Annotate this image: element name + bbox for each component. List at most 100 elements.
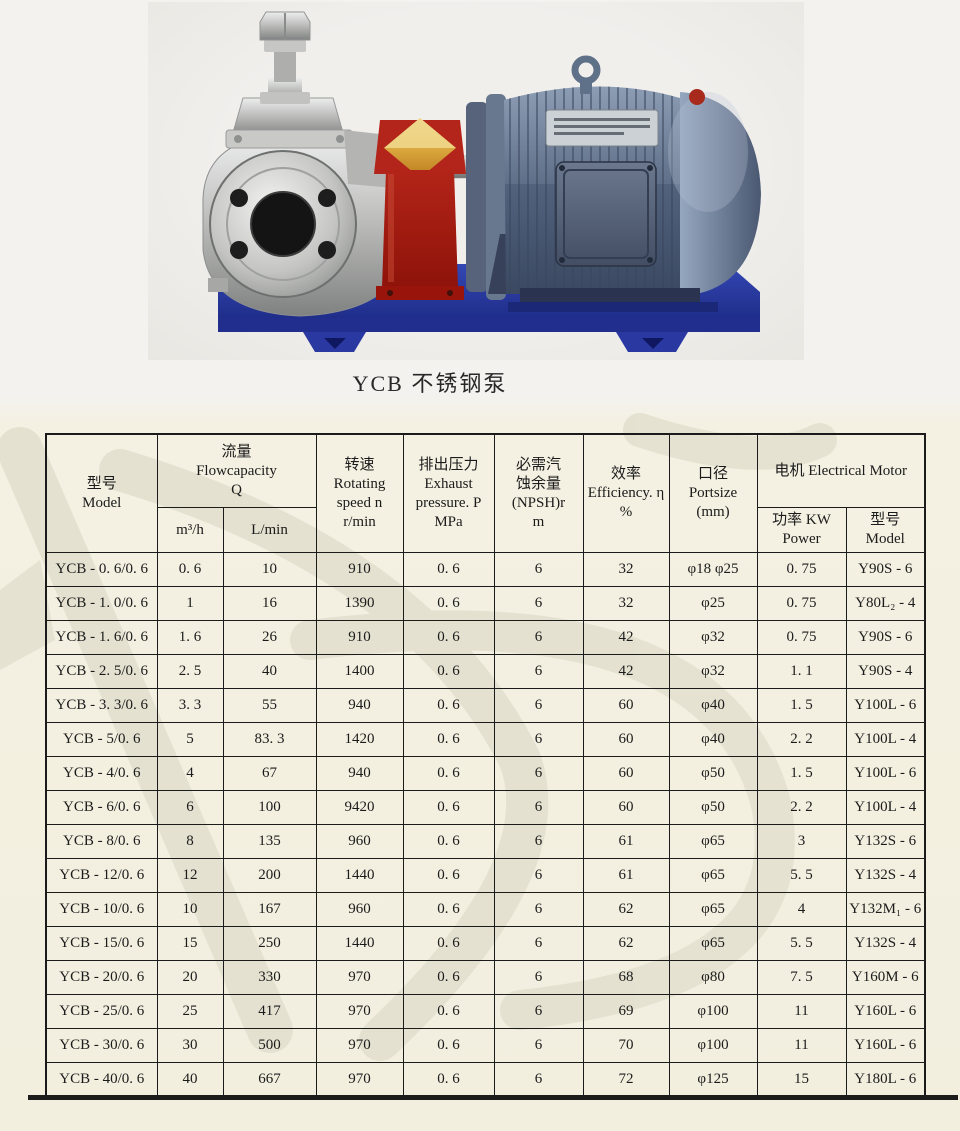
- table-cell: Y100L - 6: [845, 756, 926, 791]
- table-cell: 0. 6: [156, 552, 224, 587]
- table-cell: 55: [222, 688, 317, 723]
- table-cell: Y132M₁ - 6: [845, 892, 926, 927]
- col-header-flow-lmin: L/min: [222, 507, 317, 553]
- col-header-speed-en2: speed n: [336, 494, 383, 511]
- table-cell: YCB - 6/0. 6: [45, 790, 158, 825]
- table-cell: 3. 3: [156, 688, 224, 723]
- table-cell: 0. 6: [402, 1028, 495, 1063]
- product-caption: YCB 不锈钢泵: [352, 371, 508, 396]
- table-cell: 60: [582, 790, 670, 825]
- table-cell: 940: [315, 688, 404, 723]
- motor-lifting-eye: [571, 55, 601, 94]
- table-cell: 16: [222, 586, 317, 621]
- table-cell: Y160L - 6: [845, 994, 926, 1029]
- col-header-npsh-zh1: 必需汽: [515, 456, 561, 473]
- table-row: YCB - 4/0. 6 4 67 940 0. 6 6 60 φ50 1. 5 Y100L - …: [45, 756, 926, 791]
- table-cell: 0. 6: [402, 790, 495, 825]
- table-cell: YCB - 40/0. 6: [45, 1062, 158, 1098]
- table-cell: YCB - 5/0. 6: [45, 722, 158, 757]
- table-cell: 417: [222, 994, 317, 1029]
- table-cell: 0. 6: [402, 824, 495, 859]
- table-cell: 1440: [315, 858, 404, 893]
- table-cell: 6: [493, 586, 584, 621]
- col-header-motor-power-zh: 功率 KW: [772, 512, 831, 528]
- table-cell: 6: [493, 1062, 584, 1098]
- table-cell: 970: [315, 1062, 404, 1098]
- table-cell: 0. 6: [402, 1062, 495, 1098]
- table-cell: YCB - 1. 0/0. 6: [45, 586, 158, 621]
- table-cell: 970: [315, 960, 404, 995]
- table-cell: 1: [156, 586, 224, 621]
- table-cell: 910: [315, 620, 404, 655]
- table-cell: 6: [493, 1028, 584, 1063]
- table-row: YCB - 5/0. 6 5 83. 3 1420 0. 6 6 60 φ40 2. 2 Y100…: [45, 722, 926, 757]
- table-cell: 30: [156, 1028, 224, 1063]
- col-header-portsize-en2: (mm): [696, 504, 730, 520]
- table-cell: 200: [222, 858, 317, 893]
- table-cell: 0. 6: [402, 654, 495, 689]
- table-cell: 40: [222, 654, 317, 689]
- table-cell: 2. 5: [156, 654, 224, 689]
- table-cell: 667: [222, 1062, 317, 1098]
- table-cell: 1. 5: [756, 688, 847, 723]
- table-cell: 970: [315, 1028, 404, 1063]
- table-cell: 70: [582, 1028, 670, 1063]
- table-cell: 62: [582, 926, 670, 961]
- table-cell: φ65: [668, 824, 758, 859]
- table-cell: φ65: [668, 858, 758, 893]
- table-row: YCB - 0. 6/0. 6 0. 6 10 910 0. 6 6 32 φ18 φ25 0.…: [45, 552, 926, 587]
- table-cell: YCB - 3. 3/0. 6: [45, 688, 158, 723]
- table-cell: φ32: [668, 654, 758, 689]
- table-cell: 0. 6: [402, 858, 495, 893]
- table-cell: Y180L - 6: [845, 1062, 926, 1098]
- table-cell: 6: [493, 722, 584, 757]
- col-header-speed-en1: Rotating: [333, 475, 386, 492]
- table-cell: 42: [582, 654, 670, 689]
- table-cell: 0. 6: [402, 722, 495, 757]
- table-cell: 6: [493, 790, 584, 825]
- table-cell: φ100: [668, 1028, 758, 1063]
- table-row: YCB - 20/0. 6 20 330 970 0. 6 6 68 φ80 7. 5 Y160M…: [45, 960, 926, 995]
- table-row: YCB - 1. 6/0. 6 1. 6 26 910 0. 6 6 42 φ32 0. 75 Y…: [45, 620, 926, 655]
- table-cell: 5. 5: [756, 858, 847, 893]
- table-cell: 4: [156, 756, 224, 791]
- table-row: YCB - 30/0. 6 30 500 970 0. 6 6 70 φ100 11 Y160L …: [45, 1028, 926, 1063]
- table-cell: φ40: [668, 722, 758, 757]
- col-header-pressure: 排出压力 Exhaust pressure. P MPa: [402, 433, 495, 553]
- bearing-bracket: [374, 118, 466, 300]
- motor-end-dome: [680, 92, 761, 296]
- table-cell: 6: [493, 926, 584, 961]
- col-header-npsh-zh2: 蚀余量: [515, 475, 561, 492]
- table-cell: 6: [493, 756, 584, 791]
- table-cell: 2. 2: [756, 722, 847, 757]
- table-cell: 0. 6: [402, 960, 495, 995]
- table-cell: 6: [493, 552, 584, 587]
- pump-photo: [148, 2, 804, 360]
- table-cell: YCB - 25/0. 6: [45, 994, 158, 1029]
- col-header-npsh-en2: m: [532, 513, 545, 530]
- table-cell: 910: [315, 552, 404, 587]
- electrical-motor: [466, 55, 761, 312]
- table-cell: 61: [582, 824, 670, 859]
- table-cell: 960: [315, 892, 404, 927]
- table-cell: 167: [222, 892, 317, 927]
- table-cell: 7. 5: [756, 960, 847, 995]
- col-header-portsize-en1: Portsize: [688, 485, 738, 501]
- table-cell: 72: [582, 1062, 670, 1098]
- spec-table-body: YCB - 0. 6/0. 6 0. 6 10 910 0. 6 6 32 φ18 φ25 0.…: [45, 552, 926, 1098]
- col-header-flow-en: Flowcapacity: [196, 462, 277, 479]
- table-cell: Y80L₂ - 4: [845, 586, 926, 621]
- col-header-portsize: 口径 Portsize (mm): [668, 433, 758, 553]
- table-cell: 6: [493, 858, 584, 893]
- table-cell: 1390: [315, 586, 404, 621]
- table-cell: Y100L - 4: [845, 790, 926, 825]
- table-cell: Y160L - 6: [845, 1028, 926, 1063]
- table-cell: φ80: [668, 960, 758, 995]
- col-header-npsh: 必需汽 蚀余量 (NPSH)r m: [493, 433, 584, 553]
- col-header-speed: 转速 Rotating speed n r/min: [315, 433, 404, 553]
- table-cell: 960: [315, 824, 404, 859]
- table-cell: φ40: [668, 688, 758, 723]
- table-cell: φ50: [668, 756, 758, 791]
- table-cell: 500: [222, 1028, 317, 1063]
- table-cell: 83. 3: [222, 722, 317, 757]
